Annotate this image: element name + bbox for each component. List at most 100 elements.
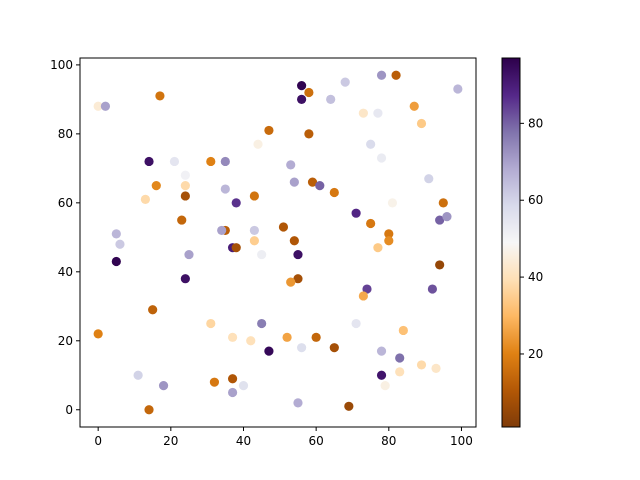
scatter-point [286,160,296,170]
scatter-point [227,387,238,398]
scatter-point [144,156,154,167]
scatter-point [435,260,445,270]
scatter-point [424,174,434,184]
colorbar: 20 40 60 80 [501,57,543,428]
scatter-point [227,374,238,384]
colorbar-tick-label: 60 [528,193,543,207]
scatter-point [329,343,339,353]
scatter-point [217,225,227,236]
scatter-point [180,191,190,201]
scatter-point [362,284,372,294]
scatter-point [326,94,336,104]
scatter-point [366,218,376,229]
scatter-point [158,381,169,391]
scatter-point [111,256,121,267]
scatter-point [257,249,267,260]
scatter-point [297,343,307,353]
scatter-point [398,325,408,336]
scatter-point [297,94,307,104]
scatter-point [384,236,394,246]
scatter-point [286,277,296,287]
scatter-point [238,381,249,391]
colorbar-tick-label: 80 [528,116,543,130]
scatter-point [100,101,111,111]
scatter-point [387,198,398,208]
scatter-point [257,318,267,329]
scatter-point [206,318,216,329]
scatter-point [93,329,103,339]
y-tick-label: 100 [50,58,73,72]
scatter-point [148,305,158,315]
x-tick-label: 80 [381,434,396,448]
scatter-point [307,177,318,187]
scatter-point [358,291,368,301]
scatter-point [409,101,419,111]
scatter-point [453,84,463,94]
x-tick-label: 60 [309,434,324,448]
scatter-point [376,70,387,80]
scatter-point [376,346,387,356]
scatter-point [209,377,220,387]
scatter-point [358,108,368,118]
scatter-point [169,156,180,167]
scatter-point [289,177,299,187]
scatter-point [249,191,259,201]
plot-frame [79,57,477,428]
scatter-point [380,381,390,391]
scatter-point [416,360,427,370]
y-tick-label: 0 [65,403,73,417]
y-tick-label: 80 [58,127,73,141]
scatter-point [340,77,350,87]
scatter-point [140,194,150,204]
scatter-point [93,101,103,111]
scatter-point [133,370,143,380]
scatter-point [293,249,303,260]
scatter-point [391,70,401,80]
scatter-point [395,367,405,377]
scatter-point [351,318,361,329]
scatter-point [427,284,438,294]
scatter-point [155,91,165,101]
scatter-point [231,198,241,208]
scatter-point [227,332,238,342]
scatter-point [315,180,325,191]
scatter-point [344,401,354,411]
scatter-point [431,363,441,373]
scatter-point [293,398,303,408]
scatter-point [151,180,161,191]
scatter-point [304,129,314,139]
scatter-point [282,332,292,342]
scatter-point [384,229,394,239]
scatter-point [373,243,383,253]
scatter-point [184,249,194,260]
scatter-point [180,274,190,284]
scatter-point [249,225,259,236]
scatter-point [435,215,445,225]
scatter-point [416,118,427,129]
scatter-point [253,139,263,149]
colorbar-tick-label: 40 [528,270,543,284]
scatter-point [297,80,307,91]
scatter-point [395,353,405,363]
colorbar-gradient [501,57,521,428]
plot-area: 0 20 40 60 80 100 0 20 40 60 80 100 [50,57,477,448]
colorbar-tick-label: 20 [528,347,543,361]
scatter-point [220,184,230,194]
scatter-point [351,208,361,218]
scatter-point [249,236,259,246]
y-tick-label: 60 [58,196,73,210]
scatter-point [329,187,339,198]
scatter-point [289,236,299,246]
scatter-point [278,222,289,232]
x-tick-label: 0 [94,434,102,448]
scatter-point [264,125,274,136]
scatter-point [115,239,125,249]
x-tick-label: 100 [450,434,473,448]
scatter-point [376,153,387,163]
scatter-point [442,212,452,222]
scatter-point [366,139,376,149]
x-tick-label: 40 [236,434,251,448]
scatter-point [293,274,303,284]
